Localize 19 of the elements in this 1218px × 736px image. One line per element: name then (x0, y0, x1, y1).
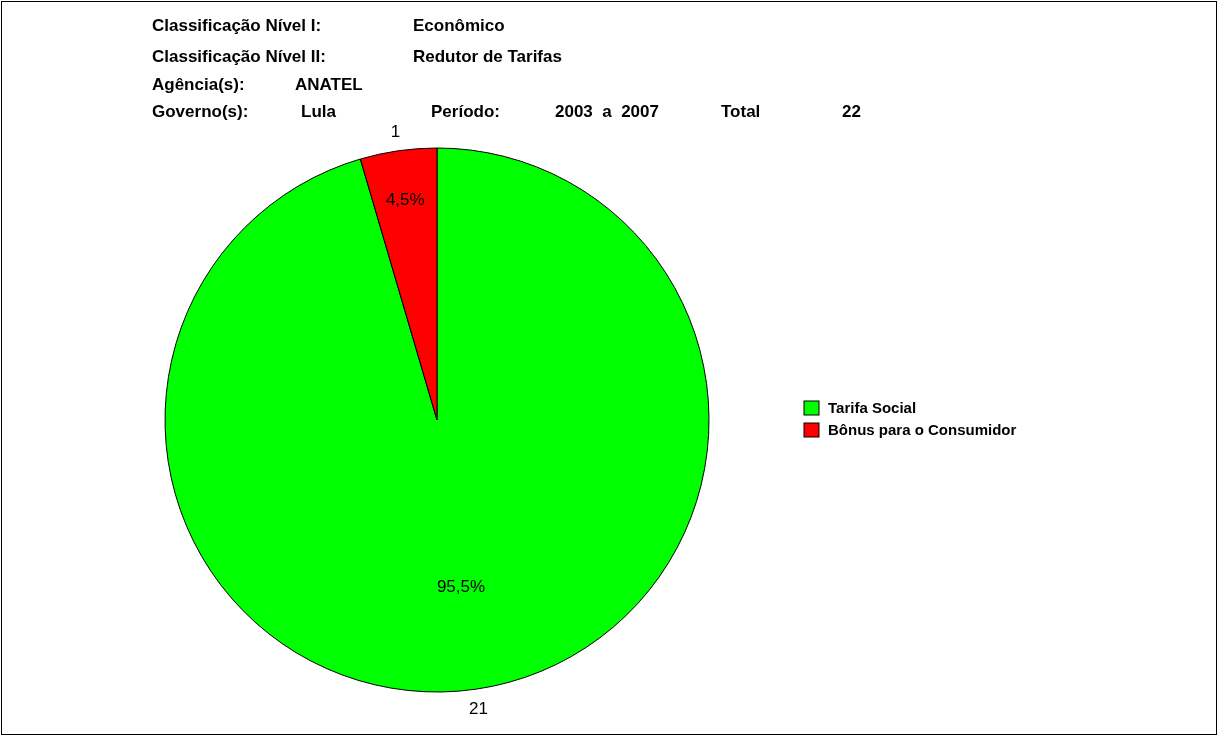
text: Governo(s): (152, 102, 249, 121)
text: Econômico (413, 16, 505, 35)
text: 2003 a 2007 (555, 102, 659, 121)
text: Classificação Nível II: (152, 47, 326, 66)
text: Agência(s): (152, 75, 245, 94)
text: 22 (842, 102, 861, 121)
legend-label: Bônus para o Consumidor (828, 421, 1017, 438)
text: Total (721, 102, 761, 121)
text: 4,5% (385, 189, 425, 209)
data-label: 21 (468, 698, 488, 718)
text: ANATEL (295, 75, 363, 94)
text: Classificação Nível I: (152, 16, 322, 35)
text: Redutor de Tarifas (413, 47, 562, 66)
text: Período: (431, 102, 500, 121)
data-label: 1 (390, 122, 401, 142)
pie-slice (164, 147, 710, 693)
text: 95,5% (436, 577, 486, 597)
text: Lula (301, 102, 337, 121)
legend-label: Tarifa Social (828, 399, 917, 416)
